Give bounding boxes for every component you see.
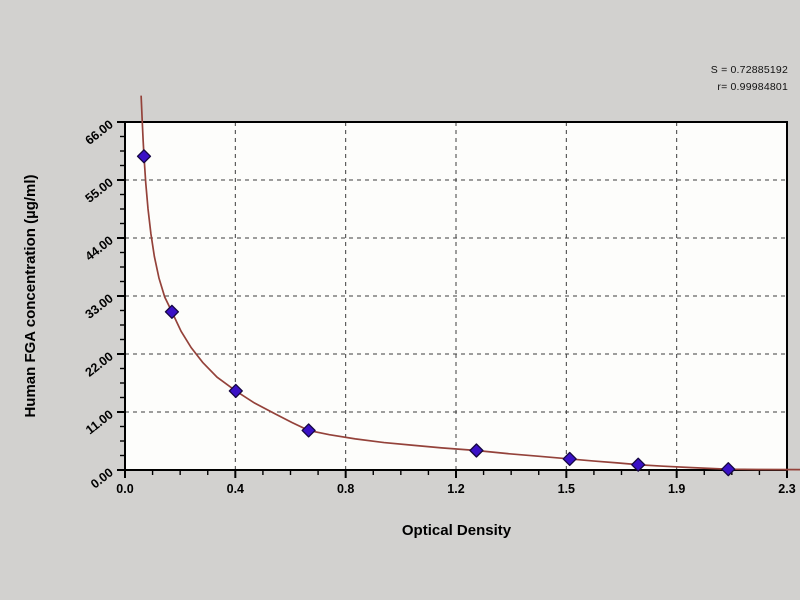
y-tick-label: 55.00 [83, 175, 116, 205]
x-tick-label: 0.0 [116, 482, 133, 496]
y-tick-label: 22.00 [83, 349, 116, 379]
x-tick-label: 1.2 [447, 482, 464, 496]
data-point [469, 443, 484, 458]
y-tick-label: 33.00 [83, 291, 116, 321]
fit-standard-error: S = 0.72885192 [710, 64, 788, 76]
y-tick-label: 44.00 [83, 233, 116, 263]
data-point [631, 457, 646, 472]
data-point [228, 383, 243, 399]
plot-frame [124, 121, 788, 471]
fit-correlation: r= 0.99984801 [717, 81, 788, 93]
fit-statistics: S = 0.72885192 r= 0.99984801 [711, 62, 788, 96]
data-point [721, 462, 736, 477]
x-tick-label: 0.8 [337, 482, 354, 496]
y-tick-label: 11.00 [83, 407, 116, 437]
x-tick-label: 1.9 [668, 482, 685, 496]
data-point [562, 451, 577, 467]
x-tick-label: 1.5 [558, 482, 575, 496]
fitted-curve [140, 95, 800, 471]
x-tick-label: 2.3 [778, 482, 795, 496]
y-axis-title: Human FGA concentration (µg/ml) [22, 174, 39, 418]
data-point [164, 304, 180, 319]
data-point [301, 423, 316, 438]
x-axis-title: Optical Density [401, 522, 512, 539]
y-tick-label: 0.00 [88, 465, 116, 491]
data-point [136, 149, 152, 164]
x-tick-label: 0.4 [227, 482, 244, 496]
y-tick-label: 66.00 [83, 117, 116, 147]
